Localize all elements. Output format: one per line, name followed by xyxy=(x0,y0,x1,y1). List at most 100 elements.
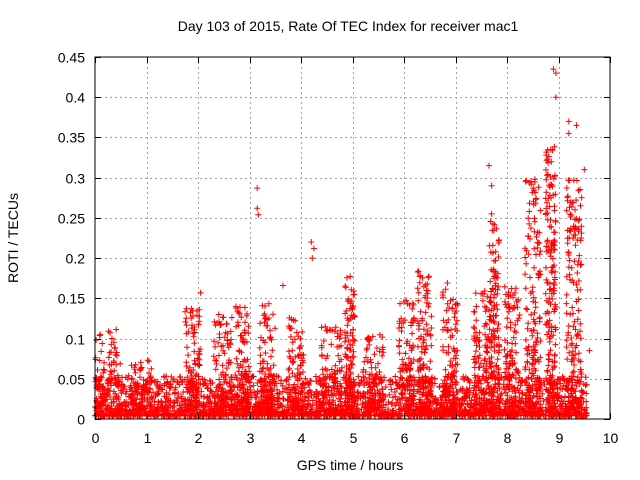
data-point xyxy=(544,237,551,244)
data-point xyxy=(197,289,204,296)
data-point xyxy=(144,357,151,364)
data-point xyxy=(525,215,532,222)
x-tick-label: 4 xyxy=(298,430,306,446)
data-point xyxy=(182,308,189,315)
data-point xyxy=(542,290,549,297)
data-point xyxy=(298,342,304,349)
data-point xyxy=(116,378,123,385)
data-point xyxy=(482,308,489,315)
data-point xyxy=(350,354,357,360)
data-point xyxy=(106,349,113,356)
x-tick-label: 1 xyxy=(144,430,152,446)
x-tick-label: 6 xyxy=(401,430,409,446)
data-point xyxy=(442,366,449,373)
data-point xyxy=(524,306,531,313)
data-point xyxy=(199,376,206,382)
data-point xyxy=(503,324,510,330)
data-point xyxy=(555,393,562,400)
y-tick-label: 0.45 xyxy=(58,50,85,66)
data-point xyxy=(568,264,575,271)
data-point xyxy=(100,366,107,373)
data-point xyxy=(576,252,583,259)
data-point xyxy=(270,362,277,369)
data-point xyxy=(267,334,274,341)
data-point xyxy=(476,352,483,359)
data-point xyxy=(97,373,104,380)
data-point xyxy=(329,391,336,398)
data-point xyxy=(402,350,409,357)
data-point xyxy=(519,390,526,397)
data-point xyxy=(335,395,342,402)
data-point xyxy=(416,326,422,333)
x-tick-label: 8 xyxy=(504,430,512,446)
data-point xyxy=(416,356,423,363)
x-tick-label: 7 xyxy=(453,430,461,446)
data-point xyxy=(544,367,551,374)
data-point xyxy=(555,376,562,383)
data-point xyxy=(269,347,276,354)
data-point xyxy=(531,245,538,252)
data-point xyxy=(309,402,316,409)
data-point xyxy=(548,224,555,231)
data-point xyxy=(522,271,529,278)
data-point xyxy=(465,377,472,384)
data-point xyxy=(535,239,542,246)
data-point xyxy=(575,307,582,314)
data-point xyxy=(233,355,240,362)
data-point xyxy=(488,210,495,217)
data-point xyxy=(483,348,490,355)
data-point xyxy=(250,382,257,389)
data-point xyxy=(531,327,537,334)
x-tick-label: 2 xyxy=(195,430,203,446)
data-point xyxy=(546,351,553,358)
data-point xyxy=(355,373,362,380)
data-point xyxy=(113,326,120,333)
data-point xyxy=(182,318,189,325)
data-point xyxy=(583,381,590,388)
data-point xyxy=(296,344,303,351)
data-point xyxy=(428,313,435,320)
data-point xyxy=(551,246,558,253)
data-point xyxy=(190,330,197,337)
data-point xyxy=(543,176,550,183)
data-point xyxy=(445,343,452,350)
data-point xyxy=(396,337,403,344)
data-point xyxy=(145,358,152,365)
data-point xyxy=(545,362,552,369)
data-point xyxy=(575,187,582,194)
data-point xyxy=(525,320,532,327)
data-point xyxy=(152,393,159,399)
data-point xyxy=(342,283,349,290)
points-layer xyxy=(92,66,593,419)
data-point xyxy=(416,279,423,286)
data-point xyxy=(488,344,495,351)
y-axis-label: ROTI / TECUs xyxy=(5,193,21,283)
data-point xyxy=(342,284,349,291)
data-point xyxy=(308,392,315,399)
data-point xyxy=(373,345,380,351)
data-point xyxy=(498,390,505,397)
data-point xyxy=(523,260,530,267)
y-tick-label: 0 xyxy=(77,412,85,428)
data-point xyxy=(395,342,402,349)
data-point xyxy=(254,185,261,192)
data-point xyxy=(577,202,584,209)
data-point xyxy=(361,374,368,381)
data-point xyxy=(581,166,588,173)
data-point xyxy=(552,351,558,358)
data-point xyxy=(565,264,572,271)
data-point xyxy=(305,394,312,400)
data-point xyxy=(242,319,248,326)
data-point xyxy=(565,323,572,329)
data-point xyxy=(543,276,550,283)
data-point xyxy=(167,397,174,404)
chart-title: Day 103 of 2015, Rate Of TEC Index for r… xyxy=(178,18,519,34)
data-point xyxy=(562,400,569,407)
data-point xyxy=(488,182,495,189)
data-point xyxy=(289,347,296,354)
data-point xyxy=(219,314,226,321)
data-point xyxy=(574,287,581,294)
data-point xyxy=(254,205,261,212)
data-point xyxy=(544,238,550,245)
